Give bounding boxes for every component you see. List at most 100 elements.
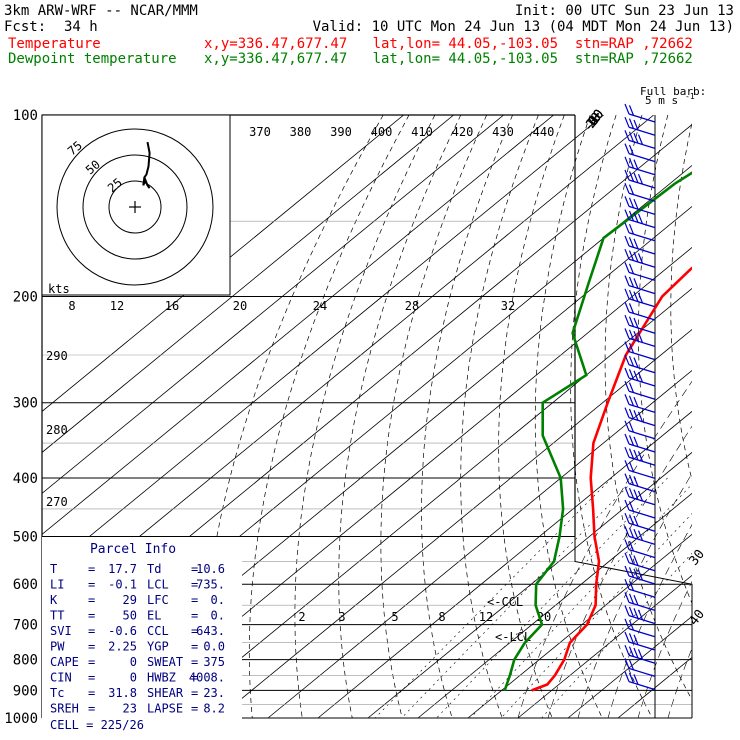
temperature-line — [531, 266, 692, 692]
isotherm — [217, 328, 692, 719]
parcel-row-value-1: 50 — [123, 609, 137, 623]
wind-barb-flag — [628, 540, 635, 552]
theta-e-label: 370 — [249, 125, 271, 139]
wind-barb-flag — [624, 248, 630, 260]
dewpoint-line — [503, 171, 692, 691]
mixing-ratio-top-label: 20 — [233, 299, 247, 313]
parcel-info-title: Parcel Info — [90, 542, 176, 557]
parcel-row-value-2: 10.6 — [196, 562, 225, 576]
full-barb-legend: Full barb:5 m s -1 — [640, 85, 706, 107]
parcel-row-equals-1: = — [88, 702, 95, 716]
wind-barb-flag — [628, 303, 635, 314]
isotherm — [42, 115, 504, 494]
mixing-ratio-top-label: 24 — [313, 299, 327, 313]
wind-barb-flag — [633, 291, 639, 302]
theta-label: 290 — [46, 349, 68, 363]
wind-barb-flag — [628, 501, 635, 512]
wind-barb-flag — [628, 421, 635, 433]
wind-barb-flag — [628, 408, 635, 420]
dry-adiabat — [733, 115, 740, 718]
hodograph-units-label: kts — [48, 282, 70, 296]
forecast-label: Fcst: — [4, 19, 47, 35]
parcel-row-equals-1: = — [88, 655, 95, 669]
wind-barb-flag — [633, 410, 639, 421]
wind-barb-flag — [628, 395, 635, 407]
wind-barb-flag — [624, 473, 630, 484]
wind-barb-flag — [633, 119, 639, 131]
dry-adiabat — [638, 115, 692, 605]
theta-e-label: 430 — [492, 125, 514, 139]
wind-barb-flag — [624, 209, 630, 220]
valid-time: Valid: 10 UTC Mon 24 Jun 13 (04 MDT Mon … — [312, 19, 734, 35]
parcel-row-equals-2: = — [191, 702, 198, 716]
wind-barb-flag — [633, 647, 639, 659]
dry-adiabat — [498, 115, 565, 719]
parcel-row-equals-1: = — [88, 686, 95, 700]
sounding-traces — [503, 171, 692, 692]
mixing-ratio-top-label: 16 — [165, 299, 179, 313]
wind-barb-flag — [633, 172, 639, 184]
parcel-row-label-1: CAPE — [50, 655, 79, 669]
wind-barb-flag — [633, 436, 639, 448]
wind-barb-flag — [628, 606, 635, 618]
isotherm — [267, 369, 692, 719]
wind-barb-flag — [633, 132, 639, 144]
wind-barbs — [624, 103, 656, 691]
theta-label: 280 — [46, 423, 68, 437]
wind-barb-flag — [624, 592, 630, 603]
wind-barb-flag — [633, 528, 639, 540]
wind-barb-flag — [628, 316, 635, 327]
dry-adiabat — [702, 115, 740, 718]
wind-barb-flag — [633, 396, 639, 408]
theta-label: 270 — [46, 495, 68, 509]
parcel-row-equals-2: = — [191, 640, 198, 654]
wind-barb-flag — [637, 134, 644, 145]
pressure-tick-label: 200 — [13, 290, 38, 306]
hodograph-ring — [56, 128, 214, 286]
parcel-row-equals-1: = — [88, 640, 95, 654]
parcel-row-equals-1: = — [88, 671, 95, 685]
wind-barb-flag — [628, 487, 635, 499]
parcel-row-label-1: LI — [50, 578, 64, 592]
parcel-row-label-2: SHEAR — [147, 686, 184, 700]
dry-adiabat — [294, 115, 436, 719]
wind-barb-flag — [633, 449, 639, 461]
wind-barb-flag — [628, 567, 635, 578]
parcel-row-label-1: K — [50, 593, 58, 607]
wind-barb-flag — [633, 634, 639, 646]
pressure-tick-label: 700 — [13, 618, 38, 634]
wind-barb-flag — [628, 197, 635, 209]
wind-barb-flag — [628, 131, 635, 143]
wind-barb-flag — [633, 674, 639, 685]
parcel-row-label-1: Tc — [50, 686, 64, 700]
parcel-row-value-2: 4008. — [189, 671, 225, 685]
pressure-tick-label: 900 — [13, 683, 38, 699]
parcel-cell: CELL = 225/26 — [50, 718, 144, 732]
mixing-ratio-low-label: 5 — [391, 610, 398, 624]
wind-barb-flag — [633, 212, 639, 223]
wind-barb-flag — [624, 301, 630, 313]
hodograph-trace — [142, 141, 151, 189]
wind-barb-flag — [624, 578, 630, 590]
wind-barb-flag — [624, 460, 630, 471]
parcel-row-equals-2: = — [191, 609, 198, 623]
wind-barb-flag — [637, 253, 644, 264]
wind-barb-flag — [633, 515, 639, 527]
pressure-tick-label: 500 — [13, 530, 38, 546]
isotherm-label: 30 — [687, 547, 708, 569]
moist-adiabat — [547, 425, 692, 719]
parcel-row-equals-2: = — [191, 593, 198, 607]
wind-barb-flag — [633, 568, 639, 580]
wind-barb-flag — [624, 143, 630, 154]
ccl-marker: <-CCL — [487, 595, 523, 609]
wind-barb-flag — [624, 103, 630, 115]
dry-adiabat — [534, 115, 603, 719]
parcel-row-equals-2: = — [191, 671, 198, 685]
isotherm — [42, 115, 454, 453]
parcel-row-equals-1: = — [88, 609, 95, 623]
wind-barb-flag — [624, 658, 630, 669]
parcel-row-label-1: TT — [50, 609, 64, 623]
wind-barb-flag — [624, 526, 630, 537]
isotherm — [167, 287, 692, 719]
